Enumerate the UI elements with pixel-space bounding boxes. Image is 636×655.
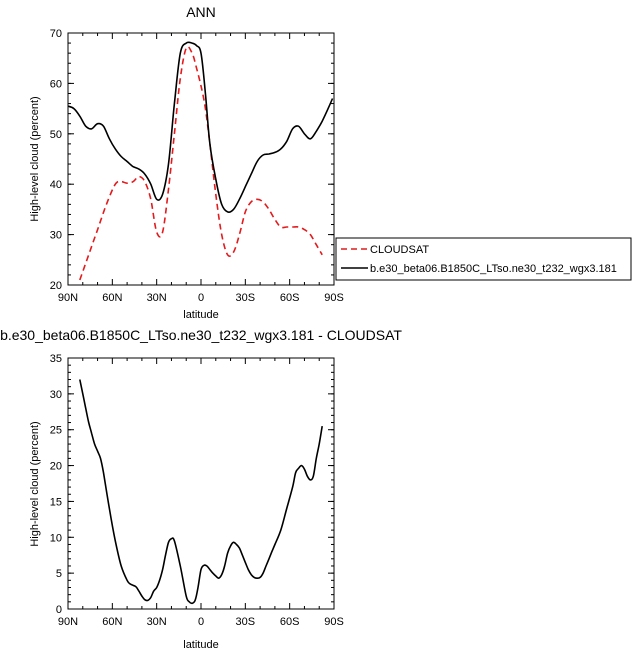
top-y-tick-label: 60 — [50, 78, 62, 90]
top-x-tick-label: 60N — [102, 292, 122, 304]
top-chart-frame — [67, 32, 335, 286]
bottom-y-tick-label: 15 — [50, 496, 62, 508]
top-y-tick-label: 30 — [50, 230, 62, 242]
top-series-line-1 — [67, 41, 334, 213]
bottom-y-tick-label: 10 — [50, 532, 62, 544]
top-x-tick-label: 0 — [198, 292, 204, 304]
legend-label-cloudsat: CLOUDSAT — [370, 244, 429, 256]
top-chart-series — [67, 41, 334, 281]
bottom-y-tick-label: 35 — [50, 353, 62, 365]
bottom-chart-frame — [67, 357, 335, 610]
top-y-tick-label: 70 — [50, 28, 62, 40]
bottom-chart-series — [79, 379, 323, 605]
bottom-x-tick-label: 30S — [236, 616, 256, 628]
bottom-x-tick-label: 0 — [198, 616, 204, 628]
top-y-tick-label: 50 — [50, 129, 62, 141]
top-x-tick-label: 90N — [58, 292, 78, 304]
top-chart-ylabel: High-level cloud (percent) — [29, 96, 41, 221]
bottom-x-tick-label: 60S — [280, 616, 300, 628]
bottom-x-tick-label: 30N — [147, 616, 167, 628]
bottom-chart-title: b.e30_beta06.B1850C_LTso.ne30_t232_wgx3.… — [0, 327, 402, 343]
legend: CLOUDSAT b.e30_beta06.B1850C_LTso.ne30_t… — [335, 237, 632, 281]
bottom-panel: b.e30_beta06.B1850C_LTso.ne30_t232_wgx3.… — [0, 327, 402, 651]
bottom-chart-ylabel: High-level cloud (percent) — [29, 421, 41, 546]
bottom-x-tick-label: 60N — [102, 616, 122, 628]
top-series-line-0 — [79, 45, 323, 281]
bottom-y-tick-label: 30 — [50, 389, 62, 401]
top-x-tick-label: 60S — [280, 292, 300, 304]
top-chart-ticks: 90N 60N 30N 0 30S 60S 90S 20 30 40 50 60 70 — [50, 28, 344, 304]
legend-box — [335, 237, 632, 281]
bottom-chart-xlabel: latitude — [183, 639, 218, 651]
top-x-tick-label: 90S — [324, 292, 344, 304]
top-x-tick-label: 30S — [236, 292, 256, 304]
top-x-tick-label: 30N — [147, 292, 167, 304]
top-y-tick-label: 40 — [50, 179, 62, 191]
legend-label-model: b.e30_beta06.B1850C_LTso.ne30_t232_wgx3.… — [370, 263, 617, 275]
bottom-x-tick-label: 90N — [58, 616, 78, 628]
bottom-series-line-0 — [79, 379, 323, 605]
bottom-y-tick-label: 0 — [56, 604, 62, 616]
top-chart-title: ANN — [186, 4, 216, 20]
bottom-chart-ticks: 90N 60N 30N 0 30S 60S 90S 0 5 10 15 20 25 30 35 — [50, 353, 344, 628]
top-chart-xlabel: latitude — [183, 309, 218, 321]
top-panel: ANN High-level cloud (percent) latitude … — [29, 4, 344, 321]
top-y-tick-label: 20 — [50, 280, 62, 292]
bottom-y-tick-label: 5 — [56, 568, 62, 580]
bottom-y-tick-label: 20 — [50, 461, 62, 473]
bottom-y-tick-label: 25 — [50, 425, 62, 437]
bottom-x-tick-label: 90S — [324, 616, 344, 628]
